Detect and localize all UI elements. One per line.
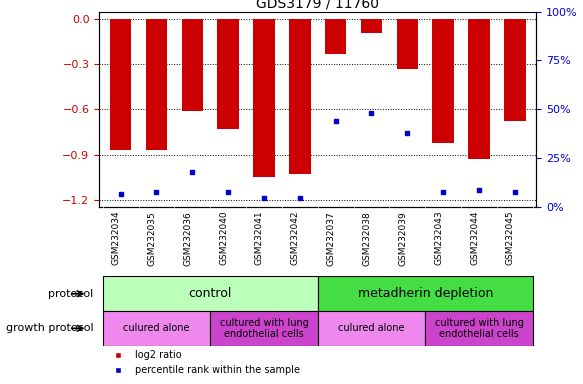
Text: culured alone: culured alone [123,323,189,333]
Text: GSM232044: GSM232044 [470,211,479,265]
Text: GSM232042: GSM232042 [291,211,300,265]
Bar [433,19,454,142]
Text: GSM232038: GSM232038 [363,211,371,266]
Text: GSM232041: GSM232041 [255,211,264,265]
Bar [146,19,167,150]
Text: GSM232037: GSM232037 [326,211,336,266]
Text: GSM232035: GSM232035 [147,211,156,266]
Legend: log2 ratio, percentile rank within the sample: log2 ratio, percentile rank within the s… [104,347,304,379]
Text: GSM232043: GSM232043 [434,211,443,265]
Text: culured alone: culured alone [338,323,405,333]
Bar [253,19,275,177]
Text: protocol: protocol [48,289,93,299]
Text: GSM232036: GSM232036 [183,211,192,266]
Text: cultured with lung
endothelial cells: cultured with lung endothelial cells [434,318,524,339]
Text: GSM232045: GSM232045 [506,211,515,265]
Bar [318,311,425,346]
Bar [325,19,346,54]
Title: GDS3179 / 11760: GDS3179 / 11760 [257,0,379,10]
Bar [289,19,311,174]
Bar [318,276,533,311]
Bar [217,19,239,129]
Text: metadherin depletion: metadherin depletion [357,287,493,300]
Bar [210,311,318,346]
Text: GSM232034: GSM232034 [111,211,121,265]
Bar [468,19,490,159]
Text: growth protocol: growth protocol [6,323,93,333]
Bar [396,19,418,69]
Text: GSM232040: GSM232040 [219,211,228,265]
Bar [103,311,210,346]
Text: control: control [188,287,232,300]
Bar [181,19,203,111]
Text: GSM232039: GSM232039 [398,211,408,266]
Bar [425,311,533,346]
Bar [361,19,382,33]
Bar [110,19,131,150]
Bar [103,276,318,311]
Text: cultured with lung
endothelial cells: cultured with lung endothelial cells [220,318,308,339]
Bar [504,19,526,121]
